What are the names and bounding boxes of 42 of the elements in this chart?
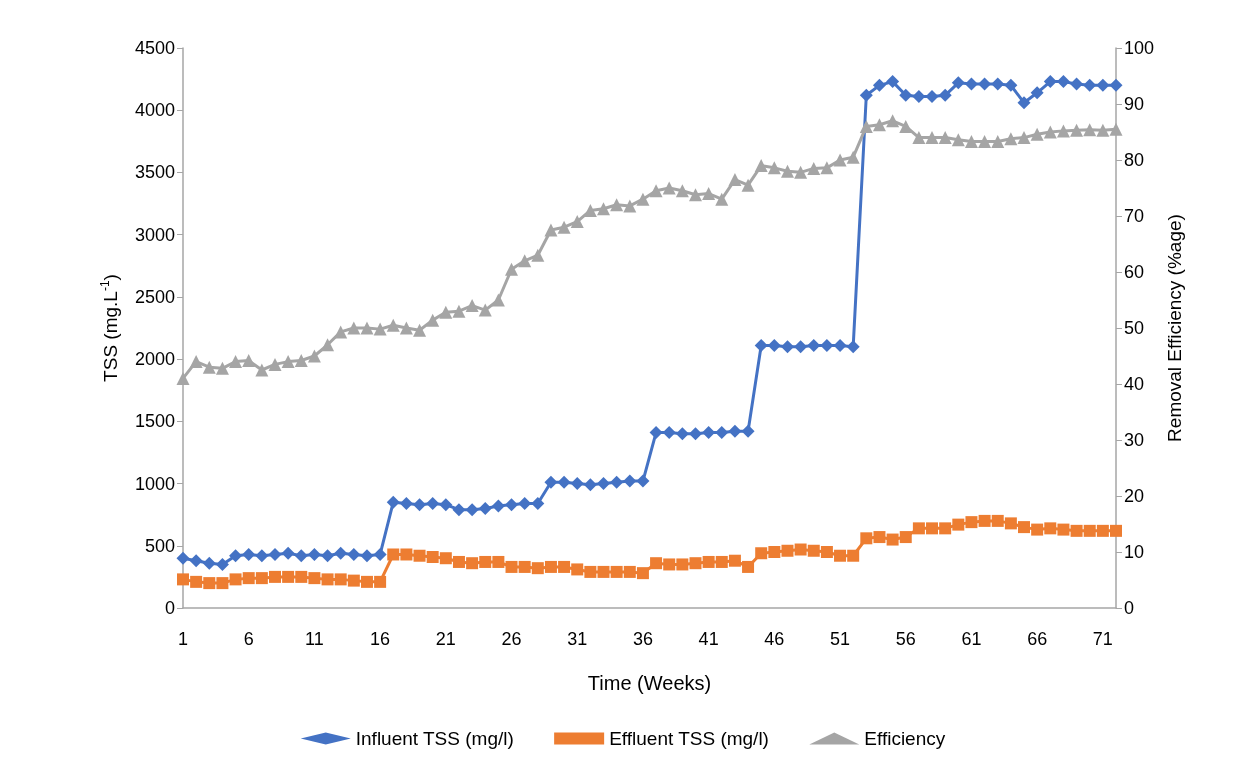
y-tick-label: 2500 <box>134 286 175 307</box>
x-tick-label: 21 <box>435 629 456 649</box>
y-tick-label: 1500 <box>134 411 175 432</box>
x-tick-label: 41 <box>698 629 719 649</box>
legend-label: Effluent TSS (mg/l) <box>609 728 769 749</box>
y2-tick-label: 90 <box>1124 94 1145 114</box>
y-tick-label: 4500 <box>134 38 175 58</box>
x-tick-label: 66 <box>1027 629 1048 649</box>
x-tick-label: 46 <box>764 629 785 649</box>
legend-label: Efficiency <box>864 728 946 749</box>
y2-tick-label: 30 <box>1124 430 1145 450</box>
y2-tick-label: 60 <box>1124 262 1145 282</box>
y2-tick-label: 10 <box>1124 542 1145 562</box>
x-tick-label: 11 <box>305 629 324 649</box>
x-tick-label: 1 <box>177 629 189 649</box>
x-tick-label: 61 <box>961 629 982 649</box>
x-tick-label: 16 <box>370 629 391 649</box>
x-tick-label: 71 <box>1092 629 1113 649</box>
y2-tick-label: 50 <box>1124 318 1145 338</box>
y2-tick-label: 20 <box>1124 486 1145 506</box>
y2-tick-label: 40 <box>1124 374 1145 394</box>
x-tick-label: 56 <box>895 629 916 649</box>
x-tick-label: 36 <box>632 629 653 649</box>
y2-axis-title: Removal Efficiency (%age) <box>1163 214 1185 442</box>
y-tick-label: 2000 <box>134 349 175 370</box>
y2-tick-label: 70 <box>1124 206 1145 226</box>
y-tick-label: 0 <box>164 598 175 618</box>
y2-tick-label: 100 <box>1124 38 1155 58</box>
y2-tick-label: 0 <box>1124 598 1135 618</box>
y-axis-title: TSS (mg.L-1) <box>98 274 121 382</box>
x-tick-label: 26 <box>501 629 522 649</box>
y-tick-label: 3500 <box>134 162 175 183</box>
x-tick-label: 51 <box>830 629 851 649</box>
y-tick-label: 1000 <box>134 473 175 494</box>
y-tick-label: 500 <box>144 535 175 556</box>
x-tick-label: 31 <box>567 629 588 649</box>
x-axis-title: Time (Weeks) <box>587 672 712 694</box>
legend-label: Influent TSS (mg/l) <box>355 728 514 749</box>
y2-tick-label: 80 <box>1124 150 1145 170</box>
y-tick-label: 3000 <box>134 224 175 245</box>
y-tick-label: 4000 <box>134 100 175 121</box>
x-tick-label: 6 <box>243 629 254 649</box>
